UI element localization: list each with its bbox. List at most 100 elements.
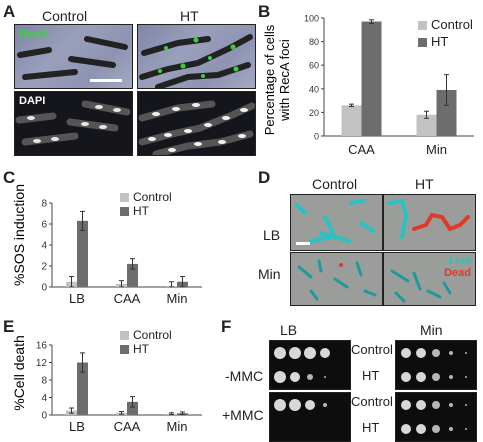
chart-b-legend-label: HT — [431, 34, 448, 49]
colony-spot — [401, 400, 411, 410]
panel-d-row-lb: LB — [263, 227, 281, 243]
panel-label-a: A — [3, 2, 16, 21]
plate-lb-minus-mmc — [269, 340, 351, 390]
colony-spot — [274, 371, 286, 383]
chart-b-bar-ht-caa — [361, 21, 382, 136]
colony-spot — [290, 372, 300, 382]
colony-spot — [274, 347, 286, 359]
colony-spot — [416, 424, 426, 434]
chart-b-bar-ht-min — [436, 89, 457, 136]
dead-legend: Dead — [444, 267, 471, 279]
plate-lb-plus-mmc — [269, 392, 351, 442]
live-legend: Live — [448, 255, 471, 267]
chart-b-ytick-label: 0 — [314, 132, 319, 142]
panel-label-e: E — [3, 317, 15, 336]
colony-spot — [432, 401, 440, 409]
chart-e-ylabel: %Cell death — [11, 335, 27, 411]
colony-spot — [449, 375, 453, 379]
scale-bar-d — [296, 242, 310, 245]
chart-e-category-label: LB — [69, 419, 85, 434]
colony-spot — [432, 373, 440, 381]
livedead-lb-control — [290, 194, 383, 251]
colony-spot — [449, 403, 453, 407]
chart-c-bar-ht-lb — [77, 220, 88, 287]
colony-spot — [324, 376, 326, 378]
chart-e-bar-ht-caa — [127, 401, 138, 415]
chart-c-legend-swatch — [120, 207, 129, 216]
panel-d-col-control: Control — [312, 176, 358, 192]
colony-spot — [416, 372, 426, 382]
panel-f-row-plus-mmc: +MMC — [222, 407, 264, 423]
livedead-lb-ht-cells — [388, 198, 470, 239]
chart-e-ytick-label: 8 — [41, 376, 47, 387]
chart-b-legend-swatch — [418, 21, 427, 30]
scale-bar — [90, 79, 122, 82]
chart-b-ytick-label: 100 — [304, 14, 319, 24]
panel-d-row-min: Min — [258, 266, 281, 282]
chart-b-ytick-label: 80 — [309, 37, 319, 47]
colony-spot — [465, 376, 467, 378]
panel-f-ht-1: HT — [362, 368, 380, 383]
colony-spot — [432, 349, 440, 357]
micrograph-dapi-ht — [137, 91, 256, 156]
micrograph-recA-control: RecA — [14, 24, 133, 89]
chart-e-category-label: Min — [167, 419, 188, 434]
chart-e-ytick-label: 12 — [36, 358, 48, 369]
chart-e-ytick-label: 16 — [36, 341, 48, 352]
chart-c-category-label: CAA — [114, 291, 141, 306]
panel-label-b: B — [258, 2, 271, 21]
panel-f-col-lb: LB — [280, 322, 298, 338]
dapi-control-cells — [15, 100, 131, 146]
colony-spot — [289, 347, 301, 359]
chart-b-ylabel-line2: with RecA foci — [277, 39, 292, 122]
chart-c-legend-label: Control — [133, 190, 172, 204]
colony-spot — [449, 427, 453, 431]
chart-c-bar-ht-caa — [127, 263, 138, 287]
panel-label-c: C — [3, 168, 16, 187]
chart-c-ytick-label: 6 — [41, 220, 47, 231]
plate-min-plus-mmc — [395, 392, 477, 442]
livedead-lb-control-cells — [295, 199, 375, 243]
chart-c-ytick-label: 4 — [41, 241, 47, 252]
colony-spot — [465, 428, 467, 430]
chart-e-legend-label: Control — [133, 328, 172, 342]
chart-b-ytick-label: 20 — [309, 108, 319, 118]
chart-b-bar-control-caa — [341, 105, 362, 136]
chart-c-legend-label: HT — [133, 204, 150, 218]
recA-ht-cells — [139, 34, 253, 88]
panel-f-control-2: Control — [351, 394, 393, 409]
colony-spot — [465, 404, 467, 406]
micrograph-dapi-control: DAPI — [14, 91, 133, 156]
chart-b-ytick-label: 40 — [309, 84, 319, 94]
colony-spot — [401, 348, 411, 358]
plate-min-minus-mmc — [395, 340, 477, 390]
chart-c-category-label: Min — [167, 291, 188, 306]
chart-b-ytick-label: 60 — [309, 61, 319, 71]
panel-label-f: F — [221, 317, 232, 336]
livedead-min-control — [290, 252, 383, 306]
chart-e-ytick-label: 0 — [41, 411, 47, 422]
livedead-lb-ht — [383, 194, 476, 251]
chart-e-legend-swatch — [120, 345, 129, 354]
dapi-label: DAPI — [19, 95, 46, 107]
panel-label-d: D — [258, 168, 271, 187]
chart-b-legend-label: Control — [431, 17, 473, 32]
chart-c-category-label: LB — [69, 291, 85, 306]
colony-spot — [465, 352, 467, 354]
chart-b-legend-swatch — [418, 38, 427, 47]
chart-c-ytick-label: 8 — [41, 199, 47, 210]
recA-control-cells — [17, 36, 128, 80]
livedead-min-ht: Live Dead — [383, 252, 476, 306]
chart-c-legend-swatch — [120, 193, 129, 202]
chart-e-ytick-label: 4 — [41, 393, 47, 404]
chart-e-legend-label: HT — [133, 342, 150, 356]
chart-e-legend-swatch — [120, 331, 129, 340]
chart-b-bar-control-min — [416, 114, 437, 136]
chart-c-ytick-label: 0 — [41, 283, 47, 294]
chart-e-category-label: CAA — [114, 419, 141, 434]
micrograph-recA-ht — [137, 24, 256, 89]
panel-a-col-control: Control — [42, 8, 88, 24]
colony-spot — [274, 399, 286, 411]
